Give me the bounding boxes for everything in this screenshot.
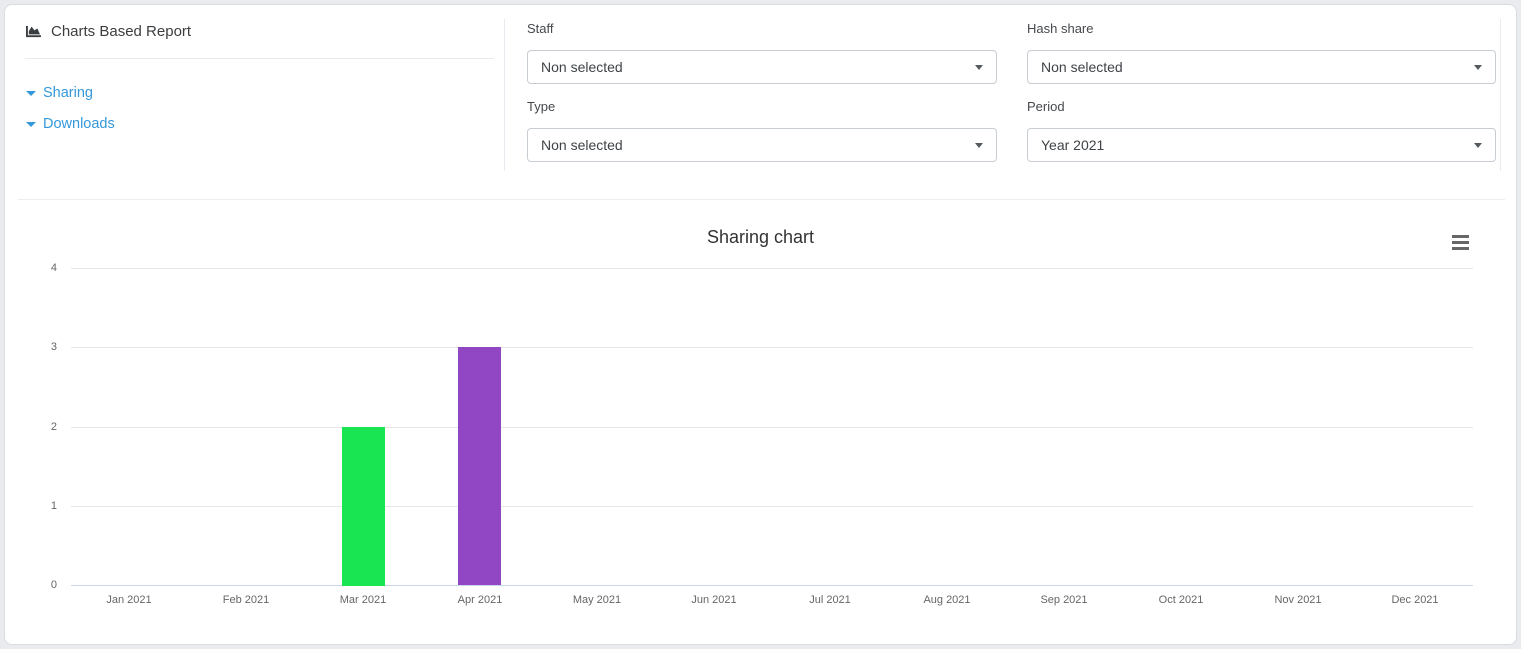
y-gridline: [71, 347, 1473, 348]
chart-bar-mar-2021[interactable]: [342, 427, 385, 586]
caret-down-icon: [975, 64, 983, 70]
filter-label-type: Type: [527, 99, 556, 114]
caret-down-icon: [26, 121, 36, 127]
x-axis-label: Jun 2021: [691, 594, 737, 606]
y-gridline: [71, 268, 1473, 269]
y-axis-label: 4: [50, 262, 57, 274]
filter-label-hash-share: Hash share: [1027, 21, 1094, 36]
x-axis-label: Feb 2021: [222, 594, 270, 606]
header-divider: [25, 58, 494, 59]
nav-link-downloads[interactable]: Downloads: [26, 116, 115, 132]
y-gridline: [71, 427, 1473, 428]
x-axis-label: Sep 2021: [1040, 594, 1088, 606]
section-divider: [18, 199, 1505, 200]
report-card: Charts Based Report Sharing Downloads St…: [4, 4, 1517, 645]
page-title-text: Charts Based Report: [51, 23, 192, 40]
y-axis-label: 1: [50, 500, 57, 512]
chart-title: Sharing chart: [706, 227, 815, 247]
caret-down-icon: [1474, 142, 1482, 148]
filter-label-staff: Staff: [527, 21, 554, 36]
chart-plot-area: 0 1 2 3 4 Jan 2021 Feb 2021 Mar 2021 Apr 2021 May…: [5, 5, 1516, 644]
page-title: Charts Based Report: [25, 23, 191, 40]
filter-period: Period Year 2021: [1027, 99, 1496, 162]
x-axis-label: May 2021: [572, 594, 622, 606]
filter-staff: Staff Non selected: [527, 21, 997, 84]
period-select-value: Year 2021: [1041, 137, 1105, 153]
x-axis-label: Apr 2021: [457, 594, 503, 606]
staff-select[interactable]: Non selected: [527, 50, 997, 84]
staff-select-value: Non selected: [541, 59, 623, 75]
filters-left-divider: [504, 19, 505, 171]
x-axis-label: Jul 2021: [809, 594, 851, 606]
hash-share-select[interactable]: Non selected: [1027, 50, 1496, 84]
caret-down-icon: [1474, 64, 1482, 70]
x-axis-label: Nov 2021: [1274, 594, 1322, 606]
x-axis-line: [71, 585, 1473, 586]
y-axis-label: 3: [50, 341, 57, 353]
hash-share-select-value: Non selected: [1041, 59, 1123, 75]
nav-link-sharing[interactable]: Sharing: [26, 85, 93, 101]
area-chart-icon: [25, 24, 42, 39]
period-select[interactable]: Year 2021: [1027, 128, 1496, 162]
y-axis-label: 0: [50, 579, 57, 591]
y-axis-label: 2: [50, 421, 57, 433]
nav-link-label: Downloads: [43, 116, 115, 132]
filter-label-period: Period: [1027, 99, 1065, 114]
caret-down-icon: [26, 90, 36, 96]
x-axis-label: Oct 2021: [1158, 594, 1204, 606]
nav-link-label: Sharing: [43, 85, 93, 101]
x-axis-label: Mar 2021: [339, 594, 387, 606]
chart-bar-apr-2021[interactable]: [458, 347, 501, 585]
filter-type: Type Non selected: [527, 99, 997, 162]
filters-right-divider: [1500, 19, 1501, 171]
x-axis-label: Jan 2021: [106, 594, 152, 606]
type-select[interactable]: Non selected: [527, 128, 997, 162]
type-select-value: Non selected: [541, 137, 623, 153]
caret-down-icon: [975, 142, 983, 148]
hamburger-menu-icon[interactable]: [1452, 234, 1472, 251]
filter-hash-share: Hash share Non selected: [1027, 21, 1496, 84]
x-axis-label: Dec 2021: [1391, 594, 1439, 606]
x-axis-label: Aug 2021: [923, 594, 971, 606]
y-gridline: [71, 506, 1473, 507]
